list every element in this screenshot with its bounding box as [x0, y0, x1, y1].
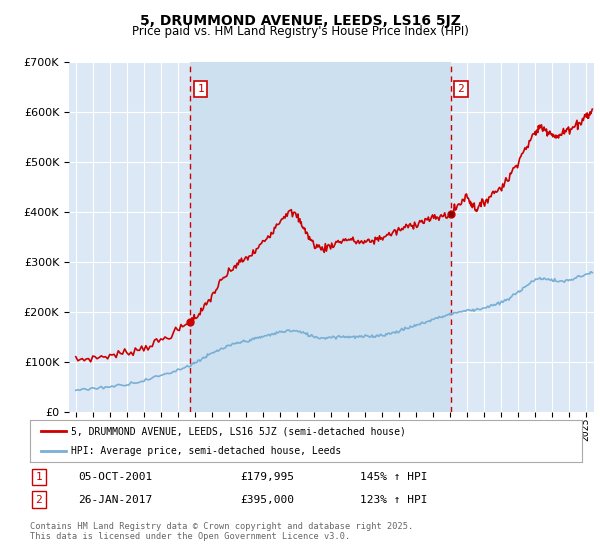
- Text: 1: 1: [35, 472, 43, 482]
- Text: Price paid vs. HM Land Registry's House Price Index (HPI): Price paid vs. HM Land Registry's House …: [131, 25, 469, 38]
- Text: £179,995: £179,995: [240, 472, 294, 482]
- Text: 05-OCT-2001: 05-OCT-2001: [78, 472, 152, 482]
- Text: 2: 2: [458, 84, 464, 94]
- Text: Contains HM Land Registry data © Crown copyright and database right 2025.
This d: Contains HM Land Registry data © Crown c…: [30, 522, 413, 542]
- Text: 1: 1: [197, 84, 204, 94]
- Text: HPI: Average price, semi-detached house, Leeds: HPI: Average price, semi-detached house,…: [71, 446, 341, 456]
- Text: 145% ↑ HPI: 145% ↑ HPI: [360, 472, 427, 482]
- Text: 2: 2: [35, 494, 43, 505]
- Text: 123% ↑ HPI: 123% ↑ HPI: [360, 494, 427, 505]
- Bar: [190, 62, 451, 412]
- Text: £395,000: £395,000: [240, 494, 294, 505]
- Text: 5, DRUMMOND AVENUE, LEEDS, LS16 5JZ: 5, DRUMMOND AVENUE, LEEDS, LS16 5JZ: [140, 14, 460, 28]
- Text: 5, DRUMMOND AVENUE, LEEDS, LS16 5JZ (semi-detached house): 5, DRUMMOND AVENUE, LEEDS, LS16 5JZ (sem…: [71, 426, 406, 436]
- Text: 26-JAN-2017: 26-JAN-2017: [78, 494, 152, 505]
